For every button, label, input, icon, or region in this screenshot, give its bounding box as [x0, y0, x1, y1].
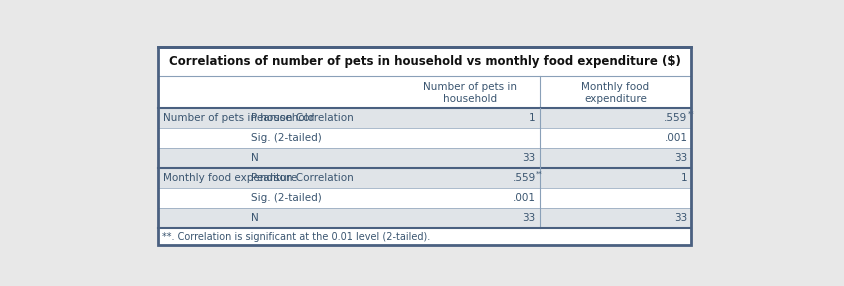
Text: Number of pets in household: Number of pets in household: [163, 113, 314, 123]
Text: 33: 33: [522, 213, 536, 223]
Text: N: N: [252, 153, 259, 163]
Text: 1: 1: [681, 173, 688, 183]
Bar: [158, 148, 691, 168]
Text: Number of pets in: Number of pets in: [423, 82, 517, 92]
Text: 33: 33: [522, 153, 536, 163]
Text: .559: .559: [512, 173, 536, 183]
Text: **: **: [688, 111, 695, 117]
Text: Monthly food: Monthly food: [582, 82, 650, 92]
Text: Monthly food expenditure: Monthly food expenditure: [163, 173, 297, 183]
Text: Pearson Correlation: Pearson Correlation: [252, 173, 354, 183]
Text: .001: .001: [512, 193, 536, 203]
Text: **: **: [536, 171, 543, 177]
Text: **. Correlation is significant at the 0.01 level (2-tailed).: **. Correlation is significant at the 0.…: [162, 232, 430, 242]
Text: .559: .559: [664, 113, 688, 123]
Text: Pearson Correlation: Pearson Correlation: [252, 113, 354, 123]
Bar: [158, 47, 691, 245]
Text: N: N: [252, 213, 259, 223]
Text: Correlations of number of pets in household vs monthly food expenditure ($): Correlations of number of pets in househ…: [169, 55, 681, 68]
Text: 33: 33: [674, 213, 688, 223]
Text: 33: 33: [674, 153, 688, 163]
Text: Sig. (2-tailed): Sig. (2-tailed): [252, 133, 322, 143]
Bar: [158, 108, 691, 128]
Text: .001: .001: [664, 133, 688, 143]
Bar: [158, 128, 691, 148]
Bar: [158, 188, 691, 208]
Bar: [158, 47, 691, 245]
Text: household: household: [443, 94, 497, 104]
Bar: [158, 208, 691, 228]
Bar: [158, 168, 691, 188]
Text: expenditure: expenditure: [584, 94, 647, 104]
Text: 1: 1: [529, 113, 536, 123]
Text: Sig. (2-tailed): Sig. (2-tailed): [252, 193, 322, 203]
